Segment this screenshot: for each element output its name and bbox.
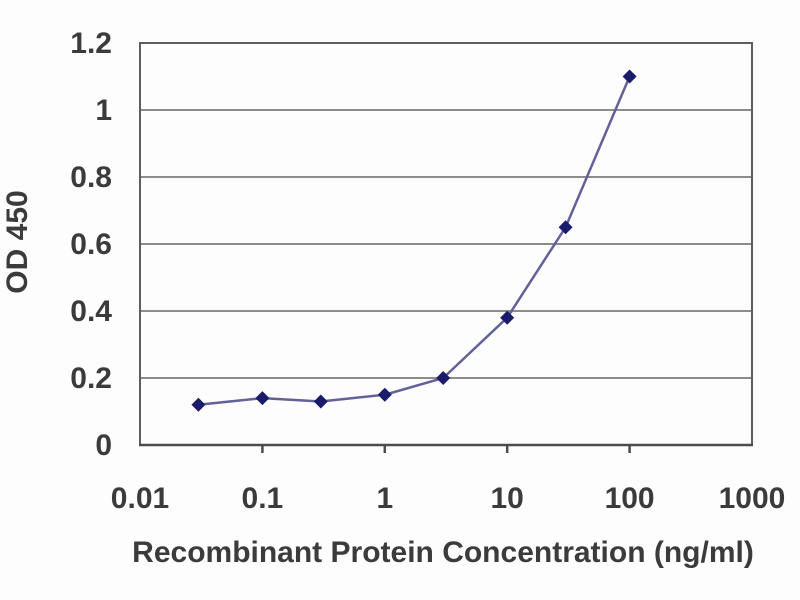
x-tick-label: 0.01 bbox=[111, 482, 169, 515]
y-tick-label: 1.2 bbox=[70, 27, 112, 60]
data-point-marker bbox=[622, 69, 637, 84]
data-point-marker bbox=[255, 391, 270, 406]
data-point-marker bbox=[558, 220, 573, 235]
x-tick-label: 100 bbox=[605, 482, 655, 515]
y-tick-label: 0 bbox=[95, 429, 112, 462]
x-tick-label: 1000 bbox=[719, 482, 786, 515]
x-tick-labels-group: 0.01 0.1 1 10 100 1000 bbox=[111, 482, 786, 515]
y-tick-label: 0.2 bbox=[70, 362, 112, 395]
plot-frame-group bbox=[139, 42, 753, 447]
y-tick-labels-group: 0 0.2 0.4 0.6 0.8 1 1.2 bbox=[70, 27, 112, 462]
data-point-marker bbox=[191, 397, 206, 412]
data-point-marker bbox=[313, 394, 328, 409]
series-group bbox=[191, 69, 637, 412]
data-point-marker bbox=[436, 371, 451, 385]
gridlines-group bbox=[140, 42, 752, 379]
y-tick-label: 0.4 bbox=[70, 295, 112, 328]
x-ticks-group bbox=[261, 446, 631, 453]
x-tick-label: 10 bbox=[491, 482, 524, 515]
data-point-marker bbox=[377, 387, 392, 402]
y-tick-label: 1 bbox=[95, 94, 112, 127]
y-tick-label: 0.8 bbox=[70, 161, 112, 194]
x-tick-label: 0.1 bbox=[242, 482, 284, 515]
series-line bbox=[197, 75, 631, 407]
y-axis-title: OD 450 bbox=[1, 190, 34, 293]
x-tick-label: 1 bbox=[376, 482, 393, 515]
x-axis-title: Recombinant Protein Concentration (ng/ml… bbox=[132, 536, 754, 569]
data-point-marker bbox=[500, 310, 515, 325]
y-tick-label: 0.6 bbox=[70, 228, 112, 261]
